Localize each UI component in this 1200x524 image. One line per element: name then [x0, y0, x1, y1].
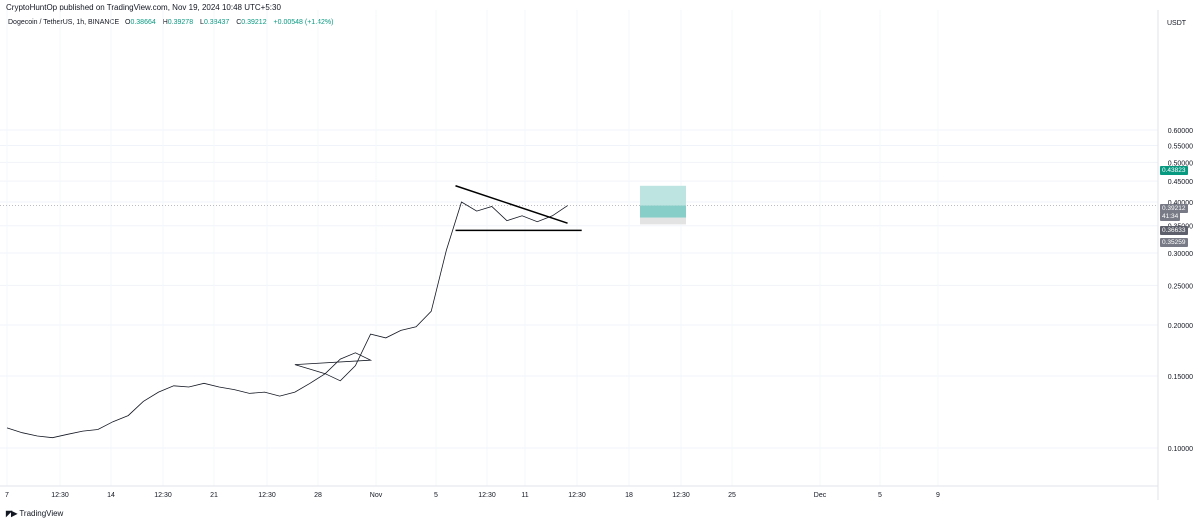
price-tick-label: 0.40000 [1168, 200, 1193, 207]
symbol-title[interactable]: Dogecoin / TetherUS, 1h, BINANCE [8, 19, 120, 26]
time-tick-label: Nov [370, 492, 383, 499]
time-tick-label: Dec [814, 492, 827, 499]
resistance-trendline [455, 185, 568, 224]
price-tick-label: 0.15000 [1168, 374, 1193, 381]
change-value: +0.00548 (+1.42%) [273, 19, 334, 26]
price-tick-label: 0.60000 [1168, 128, 1193, 135]
position-zones [640, 185, 686, 225]
chart-grid [0, 10, 1158, 486]
brand-label: TradingView [19, 509, 64, 518]
price-axis: 0.600000.550000.500000.450000.400000.350… [1168, 128, 1193, 453]
time-tick-label: 14 [107, 492, 115, 499]
time-tick-label: 5 [878, 492, 882, 499]
price-tick-label: 0.55000 [1168, 143, 1193, 150]
time-tick-label: 11 [521, 492, 528, 499]
target-price-tag: 0.43823 [1160, 166, 1188, 175]
close-label: C [236, 19, 242, 26]
tradingview-brand[interactable]: ◤▶ TradingView [6, 509, 63, 518]
profit-fill-zone [640, 205, 686, 218]
time-axis: 7 12:30 14 12:30 21 12:30 28 Nov 5 12:30 11 12:30 18… [5, 492, 940, 499]
countdown-tag: 41:34 [1160, 212, 1181, 221]
high-label: H [162, 19, 168, 26]
time-tick-label: 9 [936, 492, 940, 499]
published-line: CryptoHuntOp published on TradingView.co… [6, 3, 281, 12]
price-tick-label: 0.25000 [1168, 283, 1193, 290]
time-tick-label: 12:30 [672, 492, 690, 499]
open-label: O [125, 19, 131, 26]
time-tick-label: 21 [210, 492, 218, 499]
low-label: L [200, 19, 204, 26]
time-tick-label: 28 [314, 492, 322, 499]
time-tick-label: 12:30 [478, 492, 496, 499]
stop-zone [640, 217, 686, 225]
time-tick-label: 7 [5, 492, 9, 499]
high-value: 0.39278 [167, 19, 194, 26]
triangle-drawings [455, 185, 582, 232]
ohlc-legend: Dogecoin / TetherUS, 1h, BINANCE O0.3866… [8, 19, 338, 26]
price-tick-label: 0.45000 [1168, 179, 1193, 186]
price-tick-label: 0.20000 [1168, 323, 1193, 330]
tradingview-logo-icon: ◤▶ [6, 509, 17, 518]
entry-price-tag: 0.36633 [1160, 226, 1188, 235]
low-value: 0.38437 [203, 19, 230, 26]
currency-label: USDT [1167, 20, 1187, 27]
time-tick-label: 12:30 [51, 492, 69, 499]
last-price-tag: 0.39212 [1160, 204, 1188, 213]
open-value: 0.38664 [130, 19, 156, 26]
price-tick-label: 0.50000 [1168, 160, 1193, 167]
close-value: 0.39212 [241, 19, 267, 26]
time-tick-label: 12:30 [258, 492, 276, 499]
time-tick-label: 25 [728, 492, 736, 499]
time-tick-label: 5 [434, 492, 438, 499]
price-tick-label: 0.10000 [1168, 446, 1193, 453]
time-tick-label: 18 [625, 492, 633, 499]
stop-price-tag: 0.35259 [1160, 238, 1188, 247]
price-series-line [6, 201, 568, 439]
price-tick-label: 0.30000 [1168, 251, 1193, 258]
time-tick-label: 12:30 [154, 492, 172, 499]
time-tick-label: 12:30 [568, 492, 586, 499]
